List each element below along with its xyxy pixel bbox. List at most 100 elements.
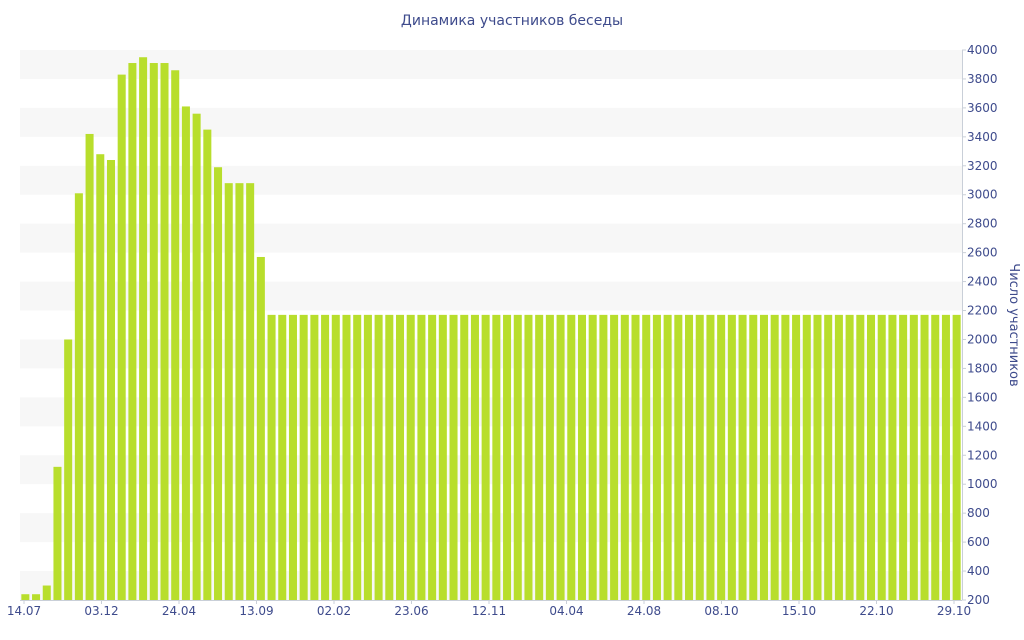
bar: [128, 63, 137, 601]
bar: [899, 314, 908, 600]
bar: [545, 314, 554, 600]
x-tick-label: 02.02: [317, 604, 351, 618]
bar: [460, 314, 469, 600]
bar: [577, 314, 587, 600]
axes: [20, 50, 963, 601]
bar: [931, 314, 940, 600]
bar: [96, 154, 105, 601]
x-tick-label: 04.04: [549, 604, 583, 618]
y-tick-label: 200: [967, 593, 990, 607]
x-tick-label: 23.06: [394, 604, 428, 618]
bar: [749, 314, 758, 600]
bar: [438, 314, 447, 600]
y-tick-label: 2400: [967, 275, 998, 289]
y-tick-label: 2800: [967, 217, 998, 231]
y-tick-label: 2200: [967, 304, 998, 318]
bar: [738, 314, 747, 600]
bar: [374, 314, 383, 600]
y-tick-label: 1600: [967, 390, 998, 404]
bar: [321, 314, 330, 600]
bar: [513, 314, 522, 600]
bar: [417, 314, 426, 600]
bar: [42, 585, 51, 600]
bar: [802, 314, 811, 600]
bar: [117, 74, 126, 600]
y-tick-label: 3000: [967, 188, 998, 202]
bar: [685, 314, 694, 600]
bar: [813, 314, 822, 600]
x-tick-labels: 14.07 03.12 24.04 13.09 02.02 23.06 12.11 04.04…: [7, 600, 971, 618]
bar: [192, 113, 201, 601]
bar: [674, 314, 683, 600]
bar: [481, 314, 490, 600]
x-tick-label: 14.07: [7, 604, 41, 618]
bar: [706, 314, 715, 600]
bar: [385, 314, 394, 600]
bar: [652, 314, 661, 600]
y-tick-label: 3400: [967, 130, 998, 144]
bar: [235, 183, 244, 600]
bar: [331, 314, 340, 600]
bar: [920, 314, 929, 600]
y-tick-label: 1800: [967, 361, 998, 375]
bar: [139, 57, 148, 601]
bar: [203, 129, 212, 600]
bar: [214, 167, 223, 600]
bar: [32, 594, 41, 600]
bar: [834, 314, 843, 600]
y-tick-labels: 200 400 600 800 1000 1200 1400 1600 1800 2000 2200…: [962, 43, 998, 607]
bar: [342, 314, 351, 600]
bar: [246, 183, 255, 600]
bar: [256, 256, 265, 600]
bar: [567, 314, 576, 600]
bar: [149, 63, 158, 601]
bar: [406, 314, 415, 600]
y-tick-label: 400: [967, 564, 990, 578]
bar: [160, 63, 169, 601]
bar: [535, 314, 544, 600]
y-tick-label: 1200: [967, 448, 998, 462]
y-tick-label: 3200: [967, 159, 998, 173]
bar: [21, 594, 30, 600]
y-tick-label: 3800: [967, 72, 998, 86]
x-tick-label: 12.11: [472, 604, 506, 618]
bar: [663, 314, 672, 600]
bar: [53, 466, 62, 600]
y-tick-label: 800: [967, 506, 990, 520]
y-axis-label: Число участников: [1006, 263, 1021, 386]
bar: [74, 193, 83, 600]
bars: [21, 57, 961, 601]
bar: [278, 314, 287, 600]
bar: [299, 314, 308, 600]
y-tick-label: 4000: [967, 43, 998, 57]
bar: [310, 314, 319, 600]
bar: [503, 314, 512, 600]
bar: [353, 314, 362, 600]
bar: [106, 160, 116, 600]
bar: [717, 314, 726, 600]
bar: [267, 314, 276, 600]
bar: [181, 106, 190, 601]
y-tick-label: 1000: [967, 477, 998, 491]
bar: [492, 314, 501, 600]
bar: [171, 70, 180, 600]
bar: [449, 314, 458, 600]
bar: [631, 314, 640, 600]
bar: [845, 314, 854, 600]
x-tick-label: 13.09: [239, 604, 273, 618]
x-tick-label: 08.10: [704, 604, 738, 618]
bar: [770, 314, 779, 600]
bar: [642, 314, 651, 600]
y-tick-label: 1400: [967, 419, 998, 433]
bar: [877, 314, 886, 600]
bar: [866, 314, 876, 600]
bar: [556, 314, 565, 600]
bar: [727, 314, 736, 600]
bar: [470, 314, 479, 600]
x-tick-label: 15.10: [782, 604, 816, 618]
x-tick-label: 29.10: [937, 604, 971, 618]
bar: [224, 183, 233, 600]
bar: [64, 339, 73, 600]
